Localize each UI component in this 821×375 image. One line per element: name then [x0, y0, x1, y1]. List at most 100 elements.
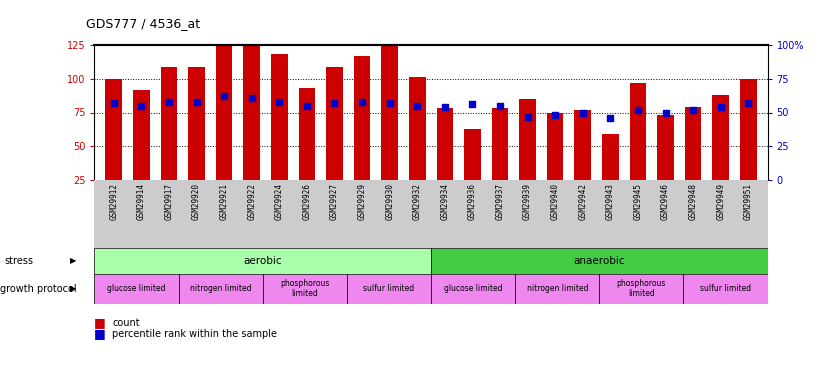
Text: GSM29934: GSM29934: [440, 183, 449, 220]
Point: [108, 100, 121, 106]
Text: GSM29943: GSM29943: [606, 183, 615, 220]
Text: count: count: [112, 318, 140, 327]
Bar: [685, 107, 701, 180]
Text: glucose limited: glucose limited: [444, 284, 502, 293]
Text: stress: stress: [4, 256, 33, 266]
Point: [410, 103, 424, 109]
Bar: [94, 248, 431, 274]
Text: anaerobic: anaerobic: [574, 256, 625, 266]
Bar: [431, 274, 516, 304]
Point: [493, 103, 507, 109]
Point: [631, 107, 644, 113]
Text: GSM29924: GSM29924: [275, 183, 284, 220]
Bar: [243, 64, 260, 214]
Bar: [105, 79, 122, 180]
Bar: [188, 67, 204, 180]
Point: [548, 112, 562, 118]
Text: ■: ■: [94, 327, 110, 340]
Bar: [464, 129, 480, 180]
Bar: [161, 100, 177, 214]
Bar: [575, 110, 591, 180]
Bar: [179, 274, 263, 304]
Bar: [492, 108, 508, 180]
Point: [466, 101, 479, 107]
Bar: [602, 168, 619, 214]
Bar: [133, 123, 149, 214]
Text: GSM29945: GSM29945: [634, 183, 643, 220]
Point: [603, 115, 617, 121]
Bar: [683, 274, 768, 304]
Bar: [382, 69, 398, 214]
Text: GSM29914: GSM29914: [137, 183, 146, 220]
Text: phosphorous
limited: phosphorous limited: [617, 279, 666, 298]
Text: GSM29920: GSM29920: [192, 183, 201, 220]
Text: GSM29926: GSM29926: [302, 183, 311, 220]
Text: GSM29951: GSM29951: [744, 183, 753, 220]
Text: GSM29922: GSM29922: [247, 183, 256, 220]
Text: GSM29940: GSM29940: [551, 183, 560, 220]
Bar: [492, 142, 508, 214]
Text: GSM29912: GSM29912: [109, 183, 118, 220]
Bar: [740, 79, 757, 180]
Point: [190, 99, 203, 105]
Bar: [161, 67, 177, 180]
Bar: [713, 95, 729, 180]
Text: GSM29930: GSM29930: [385, 183, 394, 220]
Point: [383, 100, 397, 106]
Point: [273, 99, 286, 105]
Text: GSM29948: GSM29948: [689, 183, 698, 220]
Bar: [409, 77, 425, 180]
Text: GDS777 / 4536_at: GDS777 / 4536_at: [86, 17, 200, 30]
Text: GSM29939: GSM29939: [523, 183, 532, 220]
Bar: [602, 134, 619, 180]
Point: [245, 94, 259, 100]
Bar: [243, 30, 260, 180]
Text: GSM29921: GSM29921: [219, 183, 228, 220]
Bar: [105, 112, 122, 214]
Text: glucose limited: glucose limited: [108, 284, 166, 293]
Bar: [263, 274, 347, 304]
Bar: [347, 274, 431, 304]
Text: GSM29917: GSM29917: [164, 183, 173, 220]
Bar: [299, 122, 315, 214]
Bar: [464, 162, 480, 214]
Text: nitrogen limited: nitrogen limited: [190, 284, 251, 293]
Point: [135, 103, 148, 109]
Bar: [740, 112, 757, 214]
Point: [521, 114, 534, 120]
Bar: [547, 146, 563, 214]
Text: nitrogen limited: nitrogen limited: [526, 284, 588, 293]
Text: GSM29936: GSM29936: [468, 183, 477, 220]
Text: GSM29942: GSM29942: [578, 183, 587, 220]
Bar: [630, 83, 646, 180]
Text: GSM29927: GSM29927: [330, 183, 339, 220]
Text: aerobic: aerobic: [243, 256, 282, 266]
Text: sulfur limited: sulfur limited: [700, 284, 751, 293]
Bar: [658, 149, 674, 214]
Text: ■: ■: [94, 316, 110, 329]
Text: GSM29949: GSM29949: [716, 183, 725, 220]
Point: [218, 93, 231, 99]
Text: growth protocol: growth protocol: [0, 284, 76, 294]
Point: [355, 99, 369, 105]
Bar: [437, 142, 453, 214]
Bar: [520, 133, 536, 214]
Point: [714, 104, 727, 110]
Bar: [630, 117, 646, 214]
Text: phosphorous
limited: phosphorous limited: [280, 279, 329, 298]
Bar: [354, 56, 370, 180]
Point: [686, 107, 699, 113]
Bar: [326, 67, 342, 180]
Bar: [599, 274, 683, 304]
Bar: [354, 90, 370, 214]
Point: [576, 110, 589, 116]
Point: [438, 104, 452, 110]
Bar: [299, 88, 315, 180]
Bar: [271, 88, 287, 214]
Text: percentile rank within the sample: percentile rank within the sample: [112, 329, 277, 339]
Bar: [271, 54, 287, 180]
Bar: [326, 100, 342, 214]
Text: GSM29929: GSM29929: [358, 183, 366, 220]
Bar: [713, 129, 729, 214]
Text: GSM29937: GSM29937: [496, 183, 504, 220]
